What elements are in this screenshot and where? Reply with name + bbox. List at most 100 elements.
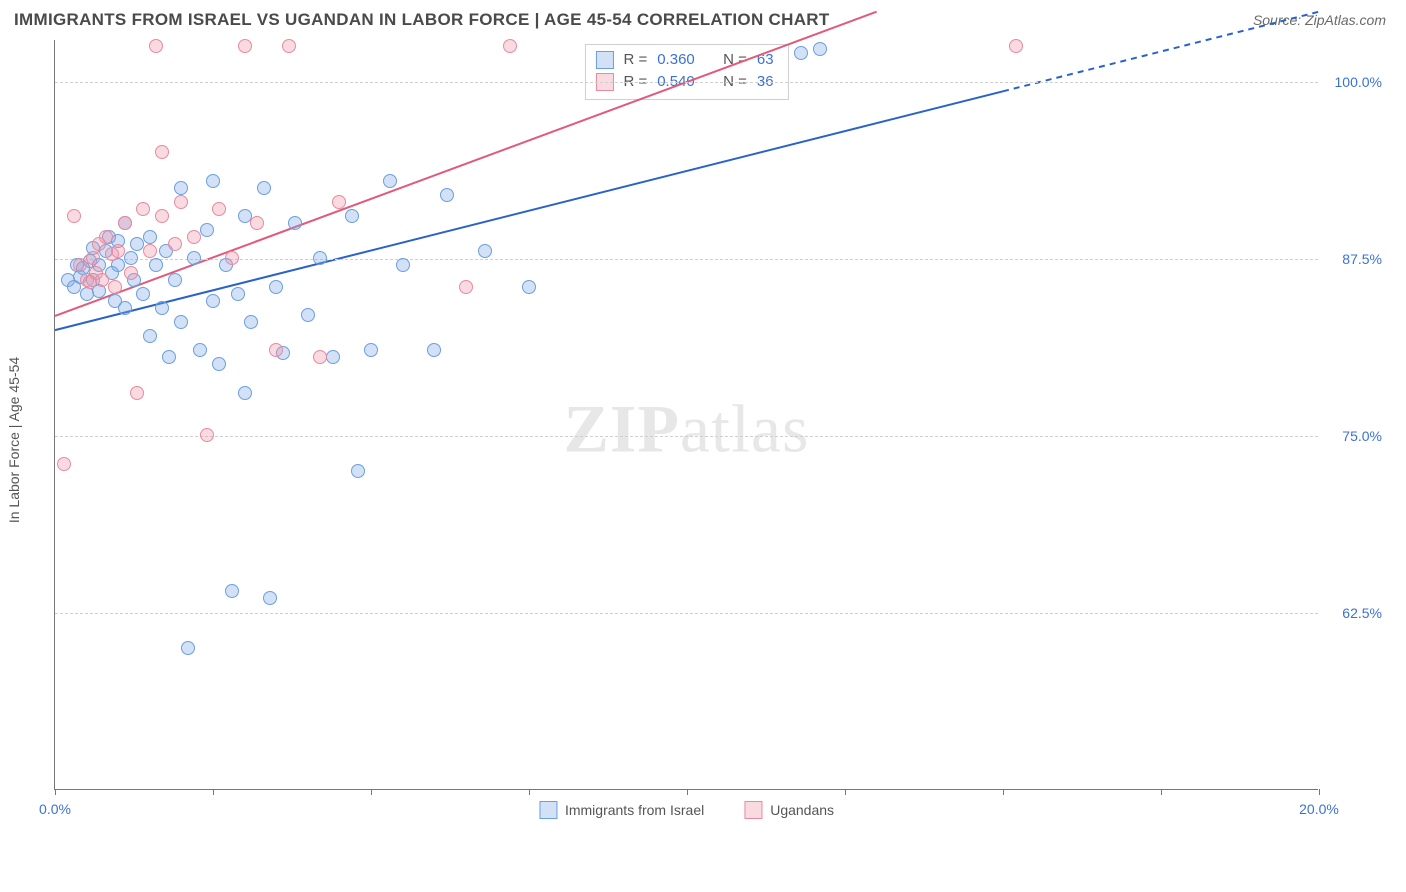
- data-point-israel: [288, 216, 302, 230]
- y-tick-label: 62.5%: [1324, 605, 1382, 621]
- data-point-israel: [345, 209, 359, 223]
- legend-item-israel: Immigrants from Israel: [539, 801, 704, 819]
- data-point-uganda: [200, 428, 214, 442]
- data-point-uganda: [238, 39, 252, 53]
- x-tick: [687, 789, 688, 795]
- data-point-israel: [231, 287, 245, 301]
- trend-line-israel: [55, 91, 1003, 330]
- legend-item-uganda: Ugandans: [744, 801, 834, 819]
- data-point-uganda: [99, 230, 113, 244]
- data-point-uganda: [143, 244, 157, 258]
- data-point-israel: [149, 258, 163, 272]
- data-point-uganda: [108, 280, 122, 294]
- data-point-israel: [478, 244, 492, 258]
- r-value: 0.360: [657, 49, 695, 71]
- data-point-israel: [794, 46, 808, 60]
- x-tick: [529, 789, 530, 795]
- swatch-israel-icon: [595, 51, 613, 69]
- data-point-israel: [162, 350, 176, 364]
- data-point-uganda: [174, 195, 188, 209]
- legend-label: Ugandans: [770, 802, 834, 818]
- data-point-uganda: [111, 244, 125, 258]
- data-point-uganda: [503, 39, 517, 53]
- data-point-uganda: [130, 386, 144, 400]
- r-label: R =: [623, 49, 647, 71]
- x-tick: [1319, 789, 1320, 795]
- data-point-uganda: [313, 350, 327, 364]
- data-point-israel: [313, 251, 327, 265]
- data-point-uganda: [86, 251, 100, 265]
- swatch-uganda-icon: [744, 801, 762, 819]
- data-point-israel: [440, 188, 454, 202]
- data-point-israel: [155, 301, 169, 315]
- data-point-israel: [522, 280, 536, 294]
- data-point-israel: [174, 315, 188, 329]
- trend-lines: [55, 40, 1319, 790]
- data-point-uganda: [250, 216, 264, 230]
- data-point-uganda: [269, 343, 283, 357]
- stats-legend-box: R = 0.360 N = 63 R = 0.540 N = 36: [584, 44, 788, 100]
- data-point-israel: [168, 273, 182, 287]
- data-point-israel: [193, 343, 207, 357]
- n-value: 63: [757, 49, 774, 71]
- data-point-israel: [263, 591, 277, 605]
- x-tick-label: 0.0%: [39, 801, 71, 817]
- data-point-uganda: [225, 251, 239, 265]
- x-tick: [213, 789, 214, 795]
- data-point-uganda: [155, 209, 169, 223]
- x-tick-label: 20.0%: [1299, 801, 1339, 817]
- gridline: [55, 613, 1318, 614]
- data-point-israel: [118, 301, 132, 315]
- data-point-uganda: [187, 230, 201, 244]
- data-point-uganda: [57, 457, 71, 471]
- data-point-israel: [364, 343, 378, 357]
- data-point-uganda: [136, 202, 150, 216]
- data-point-israel: [269, 280, 283, 294]
- data-point-uganda: [155, 145, 169, 159]
- chart-title: IMMIGRANTS FROM ISRAEL VS UGANDAN IN LAB…: [14, 10, 830, 30]
- data-point-israel: [301, 308, 315, 322]
- data-point-israel: [143, 230, 157, 244]
- x-tick: [1003, 789, 1004, 795]
- stats-row-israel: R = 0.360 N = 63: [595, 49, 773, 71]
- data-point-israel: [427, 343, 441, 357]
- data-point-israel: [124, 251, 138, 265]
- data-point-israel: [257, 181, 271, 195]
- data-point-israel: [225, 584, 239, 598]
- x-tick: [1161, 789, 1162, 795]
- data-point-israel: [187, 251, 201, 265]
- bottom-legend: Immigrants from Israel Ugandans: [539, 801, 834, 819]
- swatch-israel-icon: [539, 801, 557, 819]
- data-point-israel: [206, 174, 220, 188]
- data-point-uganda: [168, 237, 182, 251]
- gridline: [55, 259, 1318, 260]
- data-point-israel: [200, 223, 214, 237]
- y-tick-label: 75.0%: [1324, 428, 1382, 444]
- data-point-uganda: [118, 216, 132, 230]
- y-tick-label: 87.5%: [1324, 251, 1382, 267]
- x-tick: [845, 789, 846, 795]
- data-point-uganda: [149, 39, 163, 53]
- data-point-uganda: [212, 202, 226, 216]
- data-point-israel: [181, 641, 195, 655]
- data-point-uganda: [459, 280, 473, 294]
- n-label: N =: [723, 49, 747, 71]
- watermark: ZIPatlas: [564, 390, 810, 469]
- plot-area: ZIPatlas R = 0.360 N = 63 R = 0.540 N = …: [54, 40, 1318, 790]
- gridline: [55, 82, 1318, 83]
- data-point-uganda: [332, 195, 346, 209]
- data-point-israel: [212, 357, 226, 371]
- data-point-israel: [383, 174, 397, 188]
- data-point-israel: [351, 464, 365, 478]
- data-point-uganda: [67, 209, 81, 223]
- data-point-israel: [238, 386, 252, 400]
- chart-container: In Labor Force | Age 45-54 ZIPatlas R = …: [14, 40, 1392, 840]
- x-tick: [371, 789, 372, 795]
- data-point-israel: [143, 329, 157, 343]
- data-point-israel: [396, 258, 410, 272]
- data-point-israel: [174, 181, 188, 195]
- data-point-israel: [813, 42, 827, 56]
- y-tick-label: 100.0%: [1324, 74, 1382, 90]
- data-point-uganda: [124, 266, 138, 280]
- data-point-israel: [206, 294, 220, 308]
